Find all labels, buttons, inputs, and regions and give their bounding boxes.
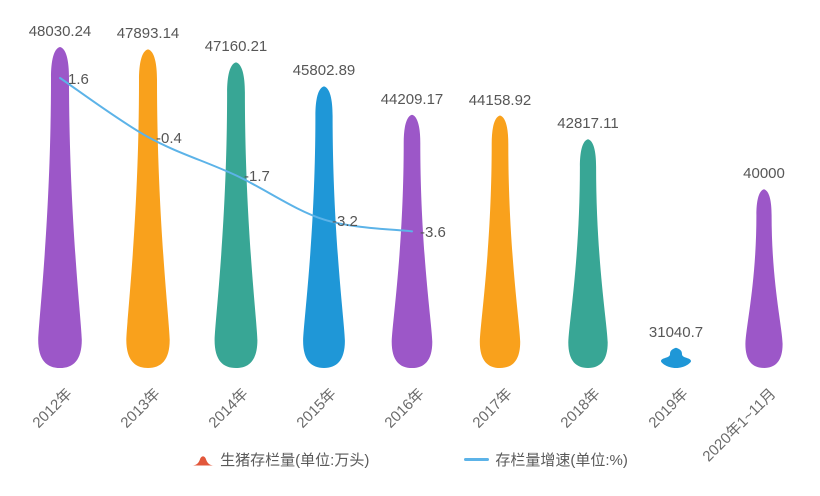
growth-value-label: -3.6 <box>420 224 446 242</box>
bar-2012年[interactable] <box>38 47 82 368</box>
value-label: 45802.89 <box>292 62 356 80</box>
bar-2016年[interactable] <box>391 114 433 368</box>
value-label: 48030.24 <box>28 23 92 40</box>
growth-rate-line[interactable] <box>59 77 413 233</box>
bar-2014年[interactable] <box>214 62 258 369</box>
bar-2015年[interactable] <box>303 86 345 369</box>
legend-item-growth[interactable]: 存栏量增速(单位:%) <box>464 449 628 470</box>
legend-label-inventory: 生猪存栏量(单位:万头) <box>220 452 370 469</box>
bar-2013年[interactable] <box>126 49 170 369</box>
bar-2018年[interactable] <box>568 139 608 368</box>
legend-label-growth: 存栏量增速(单位:%) <box>495 452 628 469</box>
value-label: 42817.11 <box>557 115 619 133</box>
value-label: 31040.7 <box>648 323 704 341</box>
growth-value-label: 1.6 <box>68 71 89 88</box>
growth-value-label: -0.4 <box>156 130 182 147</box>
value-label: 47893.14 <box>116 25 180 43</box>
value-label: 44158.92 <box>468 91 532 109</box>
value-label: 44209.17 <box>380 90 444 108</box>
growth-value-label: -3.2 <box>332 212 358 230</box>
bar-2019年[interactable] <box>661 347 691 368</box>
legend: 生猪存栏量(单位:万头) 存栏量增速(单位:%) <box>0 449 820 470</box>
value-label: 40000 <box>743 165 785 183</box>
legend-item-inventory[interactable]: 生猪存栏量(单位:万头) <box>192 449 369 470</box>
bar-2020年1~11月[interactable] <box>745 189 783 368</box>
growth-value-label: -1.7 <box>244 168 270 186</box>
value-label: 47160.21 <box>204 38 268 56</box>
line-icon <box>464 458 490 461</box>
mountain-icon <box>192 455 214 465</box>
bar-2017年[interactable] <box>479 115 521 369</box>
